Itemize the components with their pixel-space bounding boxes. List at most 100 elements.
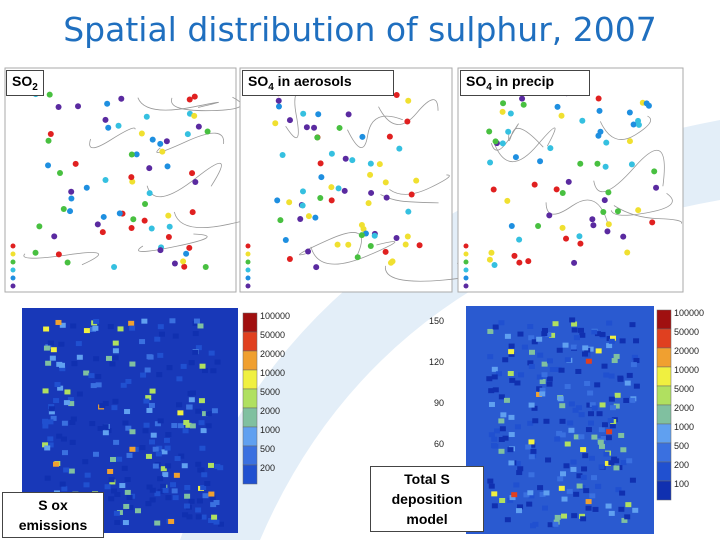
station-dot [620,233,627,240]
map-cell [163,437,170,443]
map-cell [64,389,71,395]
map-cell [613,353,620,359]
station-dot [505,128,512,135]
station-dot [192,179,199,186]
map-cell [609,335,616,341]
station-dot [141,217,148,224]
map-cell [516,470,523,476]
colorbar-label: 50000 [674,327,699,337]
station-dot [507,110,514,117]
map-cell [182,428,189,434]
label-text: SO [12,73,33,89]
map-cell [177,423,184,429]
map-cell [630,362,637,368]
map-cell [70,323,77,329]
map-cell [48,409,55,415]
map-cell [201,368,208,374]
station-dot [94,221,101,228]
map-cell [531,405,538,411]
station-dot [102,176,109,183]
map-cell [42,423,49,429]
map-cell [532,418,539,424]
station-dot [275,103,282,110]
station-dot [413,177,420,184]
station-dot [60,205,67,212]
map-cell [594,382,601,388]
map-cell [83,482,90,488]
map-cell [498,418,505,424]
station-dot [274,197,281,204]
colorbar-swatch [242,388,258,409]
map-cell [55,319,62,325]
station-dot [189,170,196,177]
map-cell [127,505,134,511]
map-cell [95,374,102,380]
map-cell [528,349,535,355]
map-cell [188,498,195,504]
map-cell [546,358,553,364]
map-cell [532,521,539,527]
map-cell [58,341,65,347]
map-cell [589,402,596,408]
map-cell [149,497,156,503]
legend-dot [245,267,251,273]
axis-label: 60 [434,439,444,449]
coastline [593,149,665,193]
station-dot [317,160,324,167]
map-cell [83,370,90,376]
station-dot [286,117,293,124]
map-cell [202,493,209,499]
map-cell [620,460,627,466]
map-cell [53,461,60,467]
station-dot [605,189,612,196]
map-cell [60,436,67,442]
station-dot [626,109,633,116]
station-dot [359,133,366,140]
station-dot [118,95,125,102]
map-cell [152,446,159,452]
station-dot [128,224,135,231]
map-cell [164,445,171,451]
station-dot [191,93,198,100]
station-dot [405,208,412,215]
emissions-label: S ox emissions [2,492,104,538]
map-cell [575,368,582,374]
map-cell [585,427,592,433]
map-cell [150,432,157,438]
map-cell [116,510,123,516]
map-cell [488,432,495,438]
map-cell [507,371,514,377]
station-dot [590,222,597,229]
map-cell [189,423,196,429]
map-cell [633,383,640,389]
station-dot [300,110,307,117]
map-cell [579,332,586,338]
map-cell [95,382,102,388]
map-cell [160,466,167,472]
station-dot [157,247,164,254]
map-cell [587,411,594,417]
coastline [545,199,609,224]
station-dot [128,174,135,181]
map-cell [561,513,568,519]
axis-label: 150 [429,316,444,326]
map-cell [112,355,119,361]
map-cell [121,465,128,471]
station-dot [165,212,172,219]
station-dot [553,186,560,193]
map-cell [102,424,109,430]
map-cell [556,347,563,353]
map-cell [116,456,123,462]
map-cell [90,383,97,389]
map-cell [589,455,596,461]
map-cell [193,318,200,324]
map-cell [573,434,580,440]
station-dot [577,240,584,247]
map-cell [583,488,590,494]
station-dot [51,233,58,240]
station-dot [328,150,335,157]
colorbar-label: 10000 [674,365,699,375]
map-cell [528,472,535,478]
station-dot [100,213,107,220]
